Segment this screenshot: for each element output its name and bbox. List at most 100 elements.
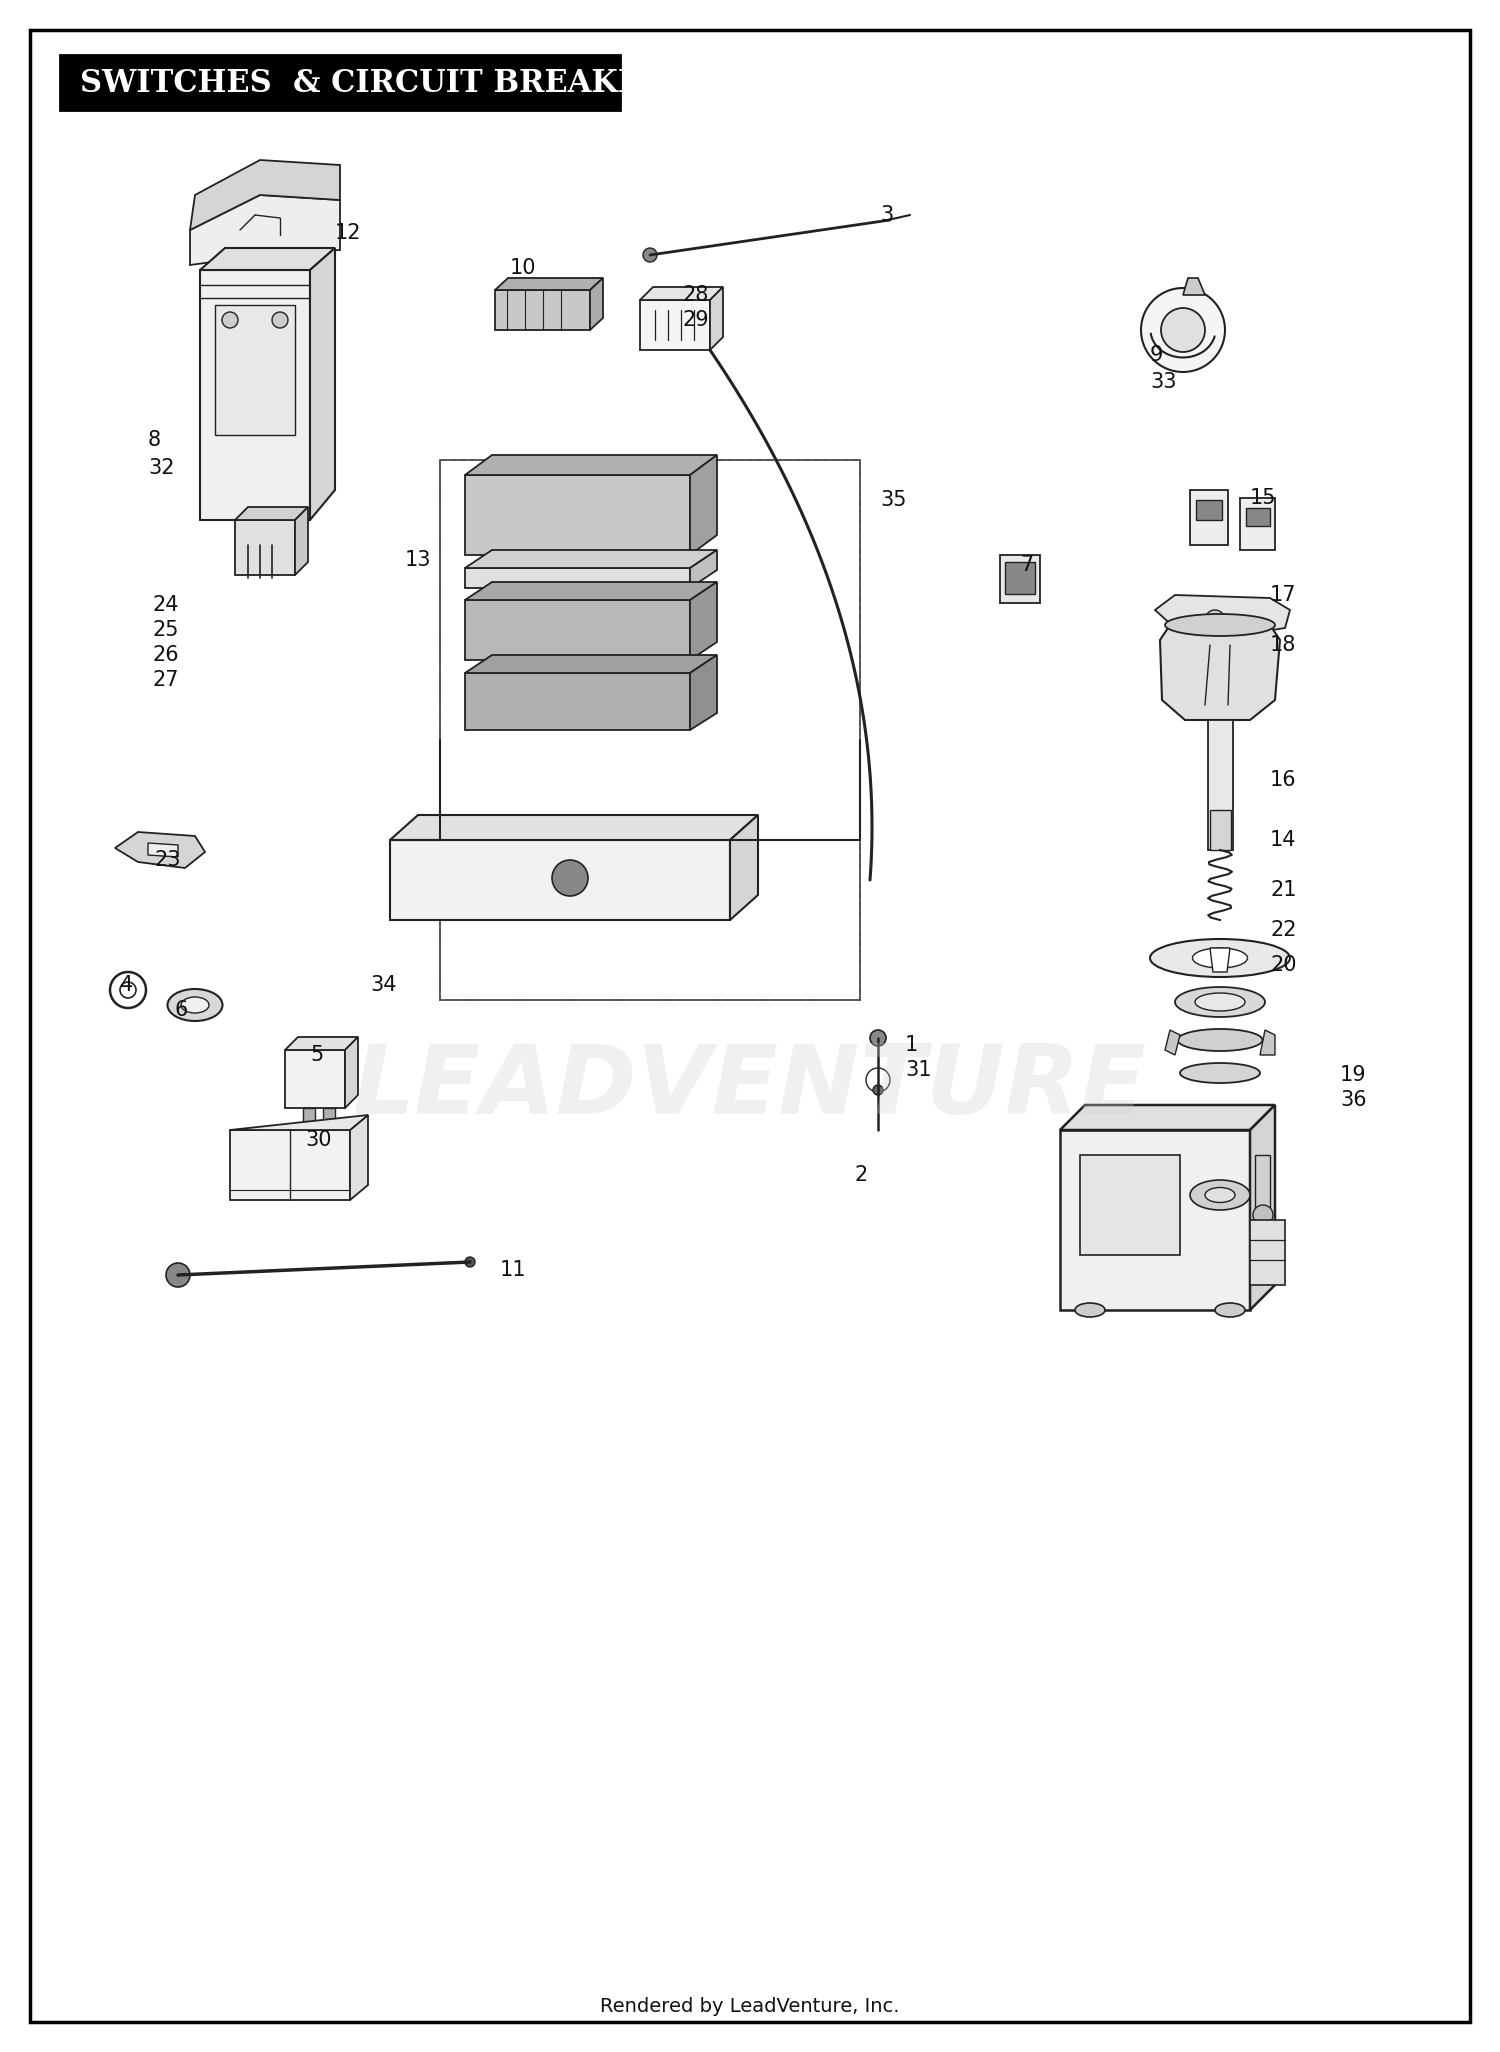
Ellipse shape (1150, 940, 1290, 977)
Polygon shape (230, 1131, 350, 1200)
Bar (440, 460, 860, 999)
Polygon shape (390, 839, 730, 919)
Polygon shape (200, 271, 310, 519)
Polygon shape (710, 287, 723, 351)
Polygon shape (465, 568, 690, 589)
Text: 24: 24 (152, 595, 178, 616)
Text: SWITCHES  & CIRCUIT BREAKERS: SWITCHES & CIRCUIT BREAKERS (80, 68, 688, 98)
Text: 26: 26 (152, 644, 178, 665)
Bar (1005, 562, 1035, 593)
Text: 13: 13 (405, 550, 432, 570)
Bar (60, 55, 620, 111)
Bar (1210, 811, 1231, 850)
Polygon shape (1260, 1030, 1275, 1055)
Polygon shape (1160, 626, 1280, 720)
Polygon shape (690, 655, 717, 731)
Text: 9: 9 (1150, 345, 1164, 365)
Circle shape (1142, 287, 1226, 371)
Text: 2: 2 (855, 1166, 868, 1184)
Circle shape (222, 312, 238, 328)
Text: 32: 32 (148, 458, 174, 478)
Polygon shape (350, 1114, 368, 1200)
Ellipse shape (1174, 987, 1264, 1018)
Bar (322, 1108, 334, 1127)
Circle shape (552, 860, 588, 897)
Text: 10: 10 (510, 259, 537, 277)
Polygon shape (390, 815, 758, 839)
Ellipse shape (1190, 1180, 1250, 1211)
Text: Rendered by LeadVenture, Inc.: Rendered by LeadVenture, Inc. (600, 1997, 900, 2017)
Bar (1196, 501, 1222, 519)
Polygon shape (1060, 1131, 1250, 1309)
Text: 6: 6 (176, 999, 189, 1020)
Polygon shape (495, 289, 590, 330)
Text: LEADVENTURE: LEADVENTURE (352, 1040, 1148, 1135)
Text: 19: 19 (1340, 1065, 1366, 1086)
Polygon shape (285, 1036, 358, 1051)
Polygon shape (1060, 1104, 1275, 1131)
Text: 23: 23 (154, 850, 182, 870)
Ellipse shape (1178, 1028, 1263, 1051)
Ellipse shape (1166, 614, 1275, 636)
Polygon shape (1166, 1030, 1180, 1055)
Text: 34: 34 (370, 975, 396, 995)
Polygon shape (1250, 1104, 1275, 1309)
Circle shape (1161, 308, 1204, 353)
Text: 15: 15 (1250, 488, 1276, 509)
Text: 17: 17 (1270, 585, 1296, 605)
Text: 36: 36 (1340, 1090, 1366, 1110)
Text: 28: 28 (682, 285, 709, 306)
Bar (214, 306, 296, 435)
Ellipse shape (1196, 993, 1245, 1012)
Text: 31: 31 (904, 1061, 932, 1079)
Ellipse shape (182, 997, 209, 1014)
Text: 25: 25 (152, 620, 178, 640)
Polygon shape (285, 1051, 345, 1108)
Polygon shape (640, 287, 723, 300)
Polygon shape (345, 1036, 358, 1108)
Ellipse shape (1215, 1303, 1245, 1317)
Ellipse shape (1180, 1063, 1260, 1083)
Circle shape (870, 1030, 886, 1047)
Polygon shape (296, 507, 307, 575)
Circle shape (272, 312, 288, 328)
Polygon shape (1184, 277, 1204, 295)
Ellipse shape (1204, 1188, 1234, 1202)
Bar (440, 460, 860, 999)
Polygon shape (1250, 1221, 1286, 1285)
Polygon shape (190, 160, 340, 230)
Polygon shape (465, 456, 717, 474)
Polygon shape (465, 550, 717, 568)
Polygon shape (310, 248, 334, 519)
Polygon shape (465, 599, 690, 661)
Text: 5: 5 (310, 1044, 324, 1065)
Circle shape (465, 1258, 476, 1266)
Text: 4: 4 (120, 975, 134, 995)
Polygon shape (465, 583, 717, 599)
Bar (1080, 1155, 1180, 1256)
Text: 30: 30 (304, 1131, 332, 1149)
Bar (303, 1108, 315, 1127)
Polygon shape (640, 300, 710, 351)
Text: 22: 22 (1270, 919, 1296, 940)
Polygon shape (236, 519, 296, 575)
Text: 12: 12 (334, 224, 362, 242)
Circle shape (1252, 1205, 1274, 1225)
Text: 33: 33 (1150, 371, 1176, 392)
Polygon shape (190, 195, 340, 265)
Polygon shape (200, 248, 334, 271)
Ellipse shape (1076, 1303, 1106, 1317)
Ellipse shape (168, 989, 222, 1022)
Text: 3: 3 (880, 205, 894, 226)
Bar (1208, 720, 1233, 850)
Text: 1: 1 (904, 1034, 918, 1055)
Text: 16: 16 (1270, 770, 1296, 790)
Polygon shape (465, 655, 717, 673)
Bar (1256, 1155, 1270, 1211)
Text: 35: 35 (880, 490, 906, 511)
Polygon shape (690, 583, 717, 661)
Polygon shape (690, 456, 717, 554)
Text: 11: 11 (500, 1260, 526, 1280)
Bar (1190, 490, 1228, 546)
Polygon shape (1210, 948, 1230, 973)
